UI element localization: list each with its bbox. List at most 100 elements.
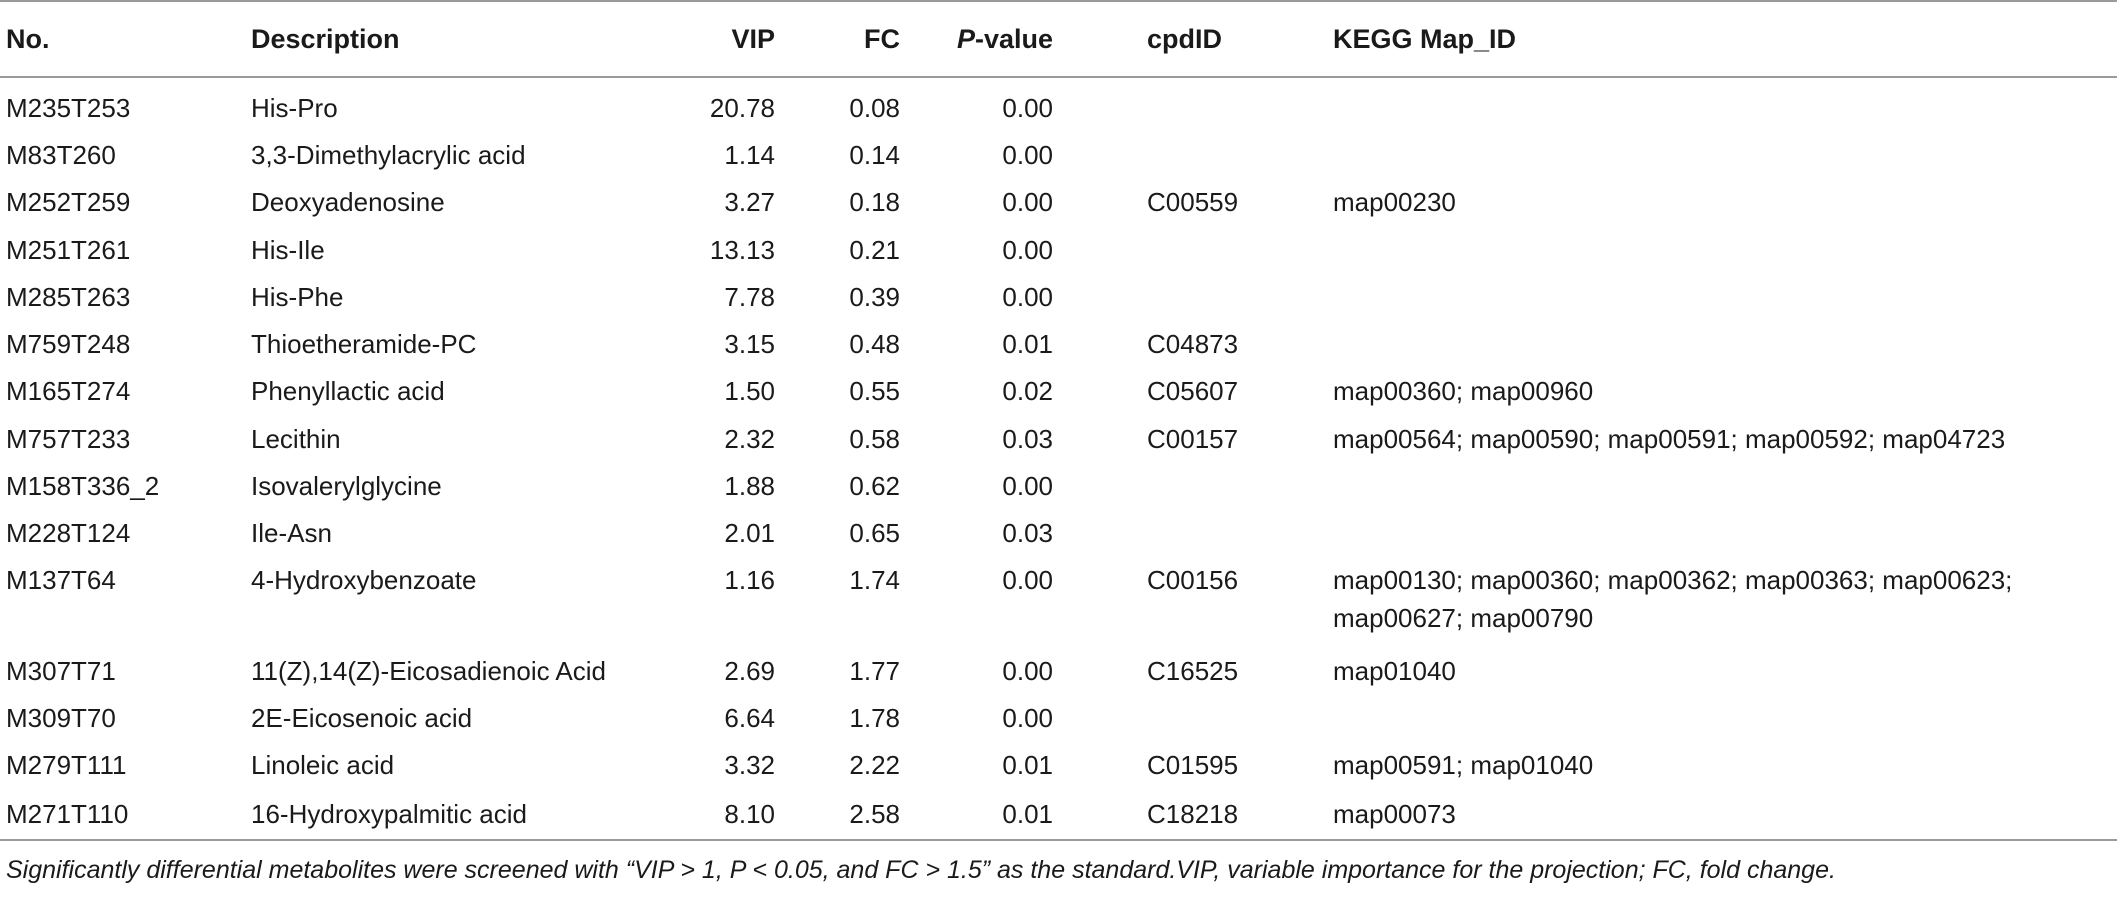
cell-p: 0.00 <box>1002 702 1053 733</box>
cell-fc: 0.18 <box>849 187 900 218</box>
cell-kegg <box>1333 131 2117 178</box>
cell-vip: 2.32 <box>724 423 775 454</box>
cell-vip: 6.64 <box>724 702 775 733</box>
cell-cpdid: C16525 <box>1147 655 1239 686</box>
cell-no: M757T233 <box>6 423 131 454</box>
cell-fc: 1.74 <box>849 564 900 595</box>
header-p-italic: P <box>956 23 975 54</box>
cell-kegg: map00130; map00360; map00362; map00363; … <box>1333 557 2117 647</box>
cell-vip: 13.13 <box>709 234 775 265</box>
header-row: No. Description VIP FC P-value cpdID KEG… <box>0 1 2117 77</box>
cell-p: 0.02 <box>1002 376 1053 407</box>
cell-cpdid <box>1053 273 1333 320</box>
cell-cpdid: C00156 <box>1147 564 1239 595</box>
table-header: No. Description VIP FC P-value cpdID KEG… <box>0 1 2117 77</box>
cell-kegg <box>1333 226 2117 273</box>
cell-no: M235T253 <box>6 92 131 123</box>
cell-p: 0.00 <box>1002 234 1053 265</box>
cell-no: M285T263 <box>6 281 131 312</box>
cell-cpdid <box>1053 226 1333 273</box>
table-row: M309T70 2E-Eicosenoic acid 6.64 1.78 0.0… <box>0 694 2117 741</box>
header-kegg: KEGG Map_ID <box>1333 23 1517 54</box>
cell-p: 0.00 <box>1002 187 1053 218</box>
cell-no: M252T259 <box>6 187 131 218</box>
cell-kegg-line-2: map00627; map00790 <box>1333 602 1594 633</box>
cell-cpdid <box>1053 510 1333 557</box>
table-row: M165T274 Phenyllactic acid 1.50 0.55 0.0… <box>0 368 2117 415</box>
cell-description: Lecithin <box>251 423 341 454</box>
cell-no: M83T260 <box>6 139 116 170</box>
cell-kegg: map00230 <box>1333 187 1456 218</box>
cell-fc: 0.65 <box>849 518 900 549</box>
cell-vip: 3.15 <box>724 329 775 360</box>
cell-kegg: map00591; map01040 <box>1333 750 1594 781</box>
cell-p: 0.00 <box>1002 564 1053 595</box>
cell-cpdid: C00559 <box>1147 187 1239 218</box>
cell-vip: 1.50 <box>724 376 775 407</box>
cell-no: M759T248 <box>6 329 131 360</box>
cell-vip: 1.88 <box>724 471 775 502</box>
header-no: No. <box>6 23 50 54</box>
cell-description: 11(Z),14(Z)-Eicosadienoic Acid <box>251 655 606 686</box>
table-row: M158T336_2 Isovalerylglycine 1.88 0.62 0… <box>0 462 2117 509</box>
cell-fc: 2.58 <box>849 798 900 829</box>
cell-no: M228T124 <box>6 518 131 549</box>
cell-fc: 0.14 <box>849 139 900 170</box>
table-row: M235T253 His-Pro 20.78 0.08 0.00 <box>0 77 2117 131</box>
cell-description: Isovalerylglycine <box>251 471 442 502</box>
cell-no: M158T336_2 <box>6 471 160 502</box>
table-row: M307T71 11(Z),14(Z)-Eicosadienoic Acid 2… <box>0 647 2117 694</box>
cell-description: His-Phe <box>251 281 344 312</box>
table-row: M757T233 Lecithin 2.32 0.58 0.03 C00157 … <box>0 415 2117 462</box>
cell-description: Thioetheramide-PC <box>251 329 477 360</box>
cell-fc: 0.48 <box>849 329 900 360</box>
cell-vip: 8.10 <box>724 798 775 829</box>
table-row: M285T263 His-Phe 7.78 0.39 0.00 <box>0 273 2117 320</box>
cell-vip: 2.01 <box>724 518 775 549</box>
header-p-value: P-value <box>900 1 1053 77</box>
header-fc: FC <box>864 23 900 54</box>
cell-cpdid <box>1053 462 1333 509</box>
cell-p: 0.01 <box>1002 750 1053 781</box>
cell-no: M271T110 <box>6 798 129 829</box>
cell-fc: 2.22 <box>849 750 900 781</box>
header-description: Description <box>251 23 400 54</box>
cell-vip: 20.78 <box>709 92 775 123</box>
cell-kegg: map01040 <box>1333 655 1456 686</box>
cell-description: Phenyllactic acid <box>251 376 445 407</box>
cell-kegg-line-1: map00130; map00360; map00362; map00363; … <box>1333 564 2013 595</box>
header-cpdid: cpdID <box>1147 23 1223 54</box>
cell-fc: 0.55 <box>849 376 900 407</box>
cell-cpdid: C00157 <box>1147 423 1239 454</box>
cell-cpdid: C01595 <box>1147 750 1239 781</box>
cell-kegg <box>1333 320 2117 367</box>
cell-no: M251T261 <box>6 234 131 265</box>
metabolites-table: No. Description VIP FC P-value cpdID KEG… <box>0 1 2117 840</box>
cell-p: 0.00 <box>1002 655 1053 686</box>
cell-description: Linoleic acid <box>251 750 395 781</box>
header-vip: VIP <box>731 23 775 54</box>
cell-p: 0.00 <box>1002 471 1053 502</box>
cell-vip: 3.27 <box>724 187 775 218</box>
table-row: M137T64 4-Hydroxybenzoate 1.16 1.74 0.00… <box>0 557 2117 647</box>
cell-fc: 1.78 <box>849 702 900 733</box>
cell-p: 0.01 <box>1002 329 1053 360</box>
cell-kegg <box>1333 462 2117 509</box>
cell-no: M279T111 <box>6 750 127 781</box>
cell-description: Deoxyadenosine <box>251 187 445 218</box>
cell-description: Ile-Asn <box>251 518 332 549</box>
cell-p: 0.00 <box>1002 281 1053 312</box>
cell-cpdid <box>1053 131 1333 178</box>
cell-kegg: map00360; map00960 <box>1333 376 1594 407</box>
cell-vip: 1.14 <box>724 139 775 170</box>
cell-fc: 1.77 <box>849 655 900 686</box>
cell-cpdid: C05607 <box>1147 376 1239 407</box>
cell-fc: 0.62 <box>849 471 900 502</box>
cell-p: 0.00 <box>1002 92 1053 123</box>
table-footnote: Significantly differential metabolites w… <box>6 856 1836 884</box>
cell-kegg: map00073 <box>1333 798 1456 829</box>
cell-kegg <box>1333 273 2117 320</box>
cell-kegg: map00564; map00590; map00591; map00592; … <box>1333 423 2006 454</box>
cell-fc: 0.08 <box>849 92 900 123</box>
